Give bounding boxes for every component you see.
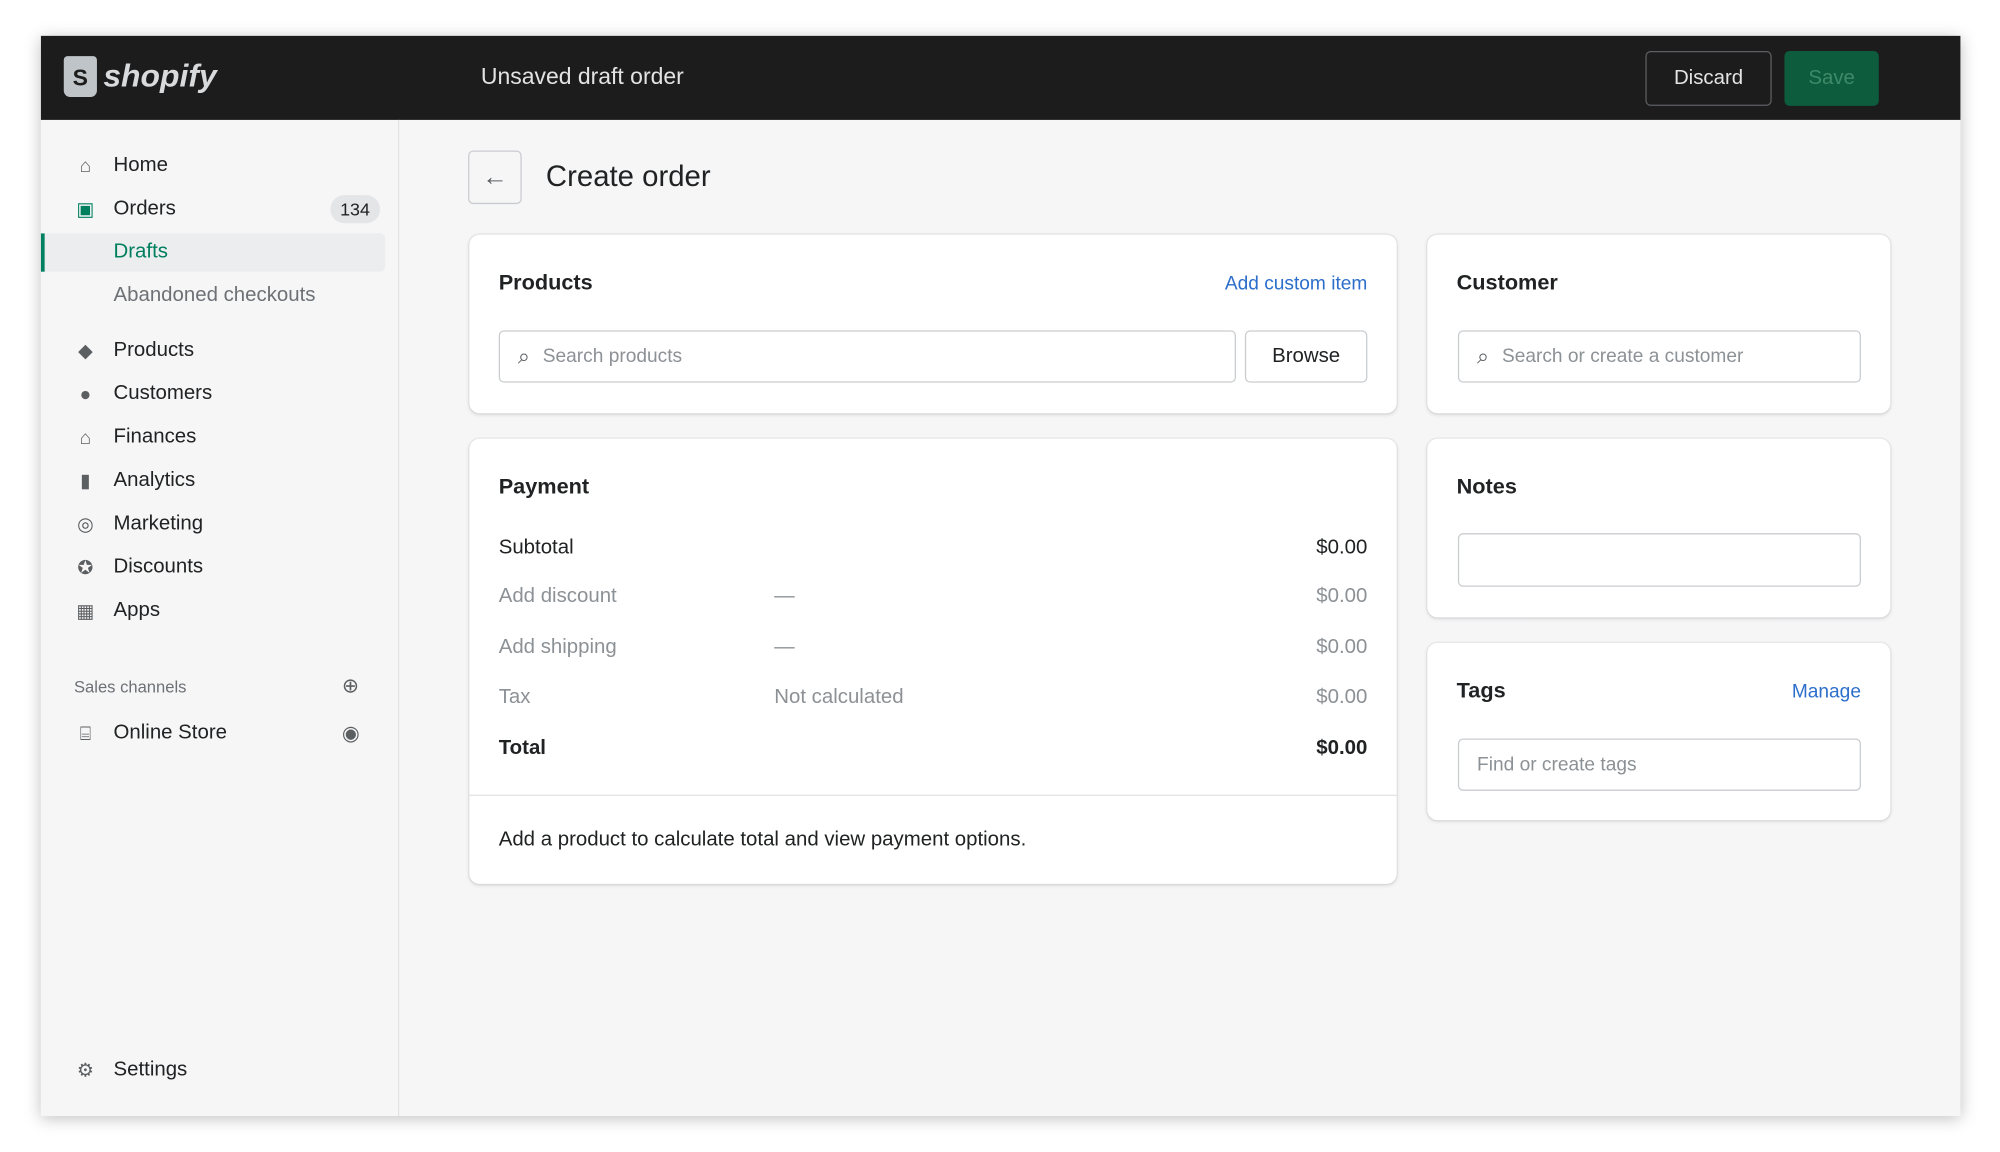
notes-title: Notes: [1456, 474, 1517, 499]
row-middle: —: [774, 585, 795, 608]
row-label: Total: [498, 737, 546, 759]
row-value: $0.00: [1316, 536, 1368, 559]
home-icon: ⌂: [79, 154, 92, 177]
shipping-row: Add shipping — $0.00: [499, 636, 1368, 662]
manage-tags-link[interactable]: Manage: [1791, 681, 1861, 703]
footer-text: Add a product to calculate total and vie…: [498, 829, 1027, 851]
row-value: $0.00: [1316, 686, 1368, 708]
bank-icon: ⌂: [79, 426, 92, 449]
sidebar-item-analytics[interactable]: ▮ Analytics: [41, 462, 385, 500]
nav-label: Online Store: [113, 721, 227, 744]
save-button[interactable]: Save: [1784, 51, 1879, 106]
tax-link[interactable]: Tax: [498, 686, 531, 708]
tag-icon: ◆: [78, 340, 93, 363]
store-icon: ⌸: [79, 722, 92, 745]
nav-label: Analytics: [113, 469, 196, 492]
nav-label: Finances: [113, 426, 197, 448]
sidebar-item-online-store[interactable]: ⌸ Online Store ◉: [41, 714, 385, 752]
shopping-bag-icon: S: [63, 56, 97, 97]
customer-title: Customer: [1456, 270, 1558, 295]
arrow-left-icon: ←: [482, 162, 508, 191]
search-icon: ⌕: [517, 343, 531, 368]
logo-text: shopify: [103, 58, 217, 94]
total-row: Total $0.00: [499, 737, 1368, 763]
tags-title: Tags: [1456, 678, 1506, 703]
eye-icon[interactable]: ◉: [341, 723, 360, 745]
sidebar-item-drafts[interactable]: Drafts: [40, 233, 386, 272]
sidebar-item-products[interactable]: ◆ Products: [41, 332, 385, 370]
discount-row: Add discount — $0.00: [499, 585, 1368, 611]
payment-card: Payment Subtotal $0.00 Add discount — $0.00…: [469, 438, 1397, 884]
products-card: Products Add custom item ⌕ Search product…: [469, 234, 1397, 414]
app-window: S shopify Unsaved draft order Discard Sa…: [40, 35, 1961, 1117]
add-discount-link[interactable]: Add discount: [498, 585, 617, 608]
sales-channels-heading: Sales channels: [73, 677, 187, 697]
row-middle: —: [774, 636, 795, 659]
gear-icon: ⚙: [76, 1059, 95, 1082]
sidebar-item-orders[interactable]: ▣ Orders 134: [41, 190, 385, 228]
discount-icon: ✪: [77, 557, 94, 580]
orders-count-badge: 134: [329, 195, 381, 224]
browse-button[interactable]: Browse: [1244, 330, 1368, 383]
target-icon: ◎: [77, 514, 94, 536]
sidebar-item-customers[interactable]: ● Customers: [41, 375, 385, 413]
nav-label: Home: [113, 154, 168, 177]
placeholder: Search or create a customer: [1501, 345, 1744, 368]
search-icon: ⌕: [1477, 343, 1490, 368]
nav-label: Products: [113, 339, 195, 361]
row-value: $0.00: [1316, 585, 1368, 608]
sidebar-item-apps[interactable]: ▦ Apps: [41, 592, 385, 630]
customer-card: Customer ⌕ Search or create a customer: [1427, 234, 1891, 414]
discard-button[interactable]: Discard: [1645, 51, 1772, 106]
header-title: Unsaved draft order: [480, 63, 684, 90]
divider: [469, 794, 1397, 796]
add-shipping-link[interactable]: Add shipping: [498, 636, 617, 659]
payment-title: Payment: [498, 474, 590, 499]
row-value: $0.00: [1316, 737, 1368, 759]
sidebar-item-home[interactable]: ⌂ Home: [41, 147, 385, 185]
sidebar-item-settings[interactable]: ⚙ Settings: [41, 1051, 385, 1089]
sidebar-item-discounts[interactable]: ✪ Discounts: [41, 548, 385, 586]
subtotal-row: Subtotal $0.00: [499, 537, 1368, 563]
nav-label: Apps: [113, 599, 161, 622]
products-title: Products: [498, 270, 593, 295]
notes-input[interactable]: [1457, 533, 1861, 587]
row-middle: Not calculated: [774, 686, 904, 708]
placeholder: Find or create tags: [1477, 753, 1637, 776]
bar-chart-icon: ▮: [80, 470, 91, 493]
sidebar-item-finances[interactable]: ⌂ Finances: [41, 418, 385, 456]
apps-icon: ▦: [76, 600, 95, 623]
tags-input[interactable]: Find or create tags: [1457, 738, 1861, 791]
tags-card: Tags Manage Find or create tags: [1427, 642, 1891, 821]
row-label: Subtotal: [498, 536, 574, 559]
nav-label: Drafts: [113, 241, 168, 263]
sidebar-item-abandoned-checkouts[interactable]: Abandoned checkouts: [41, 277, 385, 315]
nav-label: Orders: [113, 197, 176, 220]
sidebar: ⌂ Home ▣ Orders 134 Drafts Abandoned checko…: [40, 119, 400, 1117]
nav-label: Settings: [113, 1058, 188, 1081]
person-icon: ●: [79, 383, 92, 405]
add-channel-icon[interactable]: ⊕: [341, 676, 359, 698]
nav-label: Discounts: [113, 556, 204, 578]
orders-icon: ▣: [76, 198, 95, 221]
customer-search-input[interactable]: ⌕ Search or create a customer: [1457, 330, 1861, 383]
back-button[interactable]: ←: [468, 150, 522, 205]
nav-label: Abandoned checkouts: [113, 284, 316, 307]
payment-footer: Add a product to calculate total and vie…: [499, 829, 1368, 855]
nav-label: Marketing: [113, 512, 204, 535]
shopify-logo[interactable]: S shopify: [63, 56, 217, 97]
tax-row: Tax Not calculated $0.00: [499, 686, 1368, 712]
row-value: $0.00: [1316, 636, 1368, 659]
add-custom-item-link[interactable]: Add custom item: [1224, 272, 1368, 295]
page-title: Create order: [545, 159, 711, 193]
notes-card: Notes: [1427, 438, 1891, 618]
sidebar-item-marketing[interactable]: ◎ Marketing: [41, 505, 385, 543]
nav-label: Customers: [113, 382, 213, 405]
top-bar: S shopify Unsaved draft order Discard Sa…: [40, 35, 1961, 120]
placeholder: Search products: [542, 345, 683, 368]
search-products-input[interactable]: ⌕ Search products: [498, 330, 1236, 383]
